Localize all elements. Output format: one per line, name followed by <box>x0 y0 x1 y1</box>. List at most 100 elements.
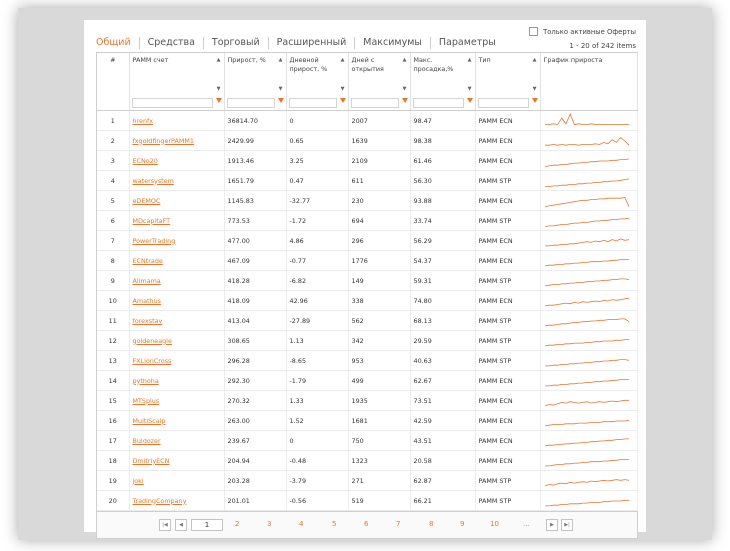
column-header-days-open[interactable]: Дней с открытия ▲ ▼ <box>348 53 411 96</box>
account-link[interactable]: watersystem <box>132 176 174 185</box>
chevron-down-icon[interactable]: ▼ <box>216 86 221 92</box>
growth-chart-cell[interactable] <box>540 150 638 171</box>
growth-chart-cell[interactable] <box>540 190 638 211</box>
column-header-growth[interactable]: Прирост, % ▲ ▼ <box>224 53 287 96</box>
page-link[interactable]: 9 <box>460 520 465 528</box>
growth-chart-cell[interactable] <box>540 390 638 411</box>
account-link[interactable]: ECNo20 <box>132 156 158 165</box>
column-header-number[interactable]: # <box>97 53 130 96</box>
row-number-cell-value: 6 <box>110 216 115 225</box>
filter-input[interactable] <box>226 98 275 108</box>
account-link[interactable]: PowerTrading <box>132 236 176 245</box>
sort-icon[interactable]: ▲ <box>216 57 221 63</box>
first-page-icon[interactable]: |◀ <box>159 519 171 531</box>
column-header-max-drawdown[interactable]: Макс. просадка,% ▲ ▼ <box>410 53 476 96</box>
account-link[interactable]: FXLionCross <box>132 356 172 365</box>
only-active-checkbox[interactable] <box>529 27 539 36</box>
account-link[interactable]: DmitriyECN <box>132 456 170 465</box>
growth-chart-cell[interactable] <box>540 470 638 491</box>
chevron-down-icon[interactable]: ▼ <box>467 86 472 92</box>
page-link[interactable]: 7 <box>396 520 401 528</box>
sparkline-series-line <box>544 438 629 446</box>
sort-icon[interactable]: ▲ <box>340 57 345 63</box>
tab-parameters[interactable]: Параметры <box>429 37 504 49</box>
filter-icon[interactable] <box>339 98 346 103</box>
account-link[interactable]: joki <box>132 476 144 485</box>
filter-icon[interactable] <box>215 98 222 103</box>
page-link[interactable]: 4 <box>299 520 304 528</box>
sparkline-series-line <box>544 278 629 286</box>
filter-input[interactable] <box>288 98 337 108</box>
tab-extended[interactable]: Расширенный <box>267 37 355 49</box>
growth-chart-cell[interactable] <box>540 110 638 131</box>
account-link[interactable]: pythoha <box>132 376 159 385</box>
sort-icon[interactable]: ▲ <box>532 57 537 63</box>
growth-chart-cell[interactable] <box>540 350 638 371</box>
account-link[interactable]: hrenfx <box>132 116 154 125</box>
growth-chart-cell[interactable] <box>540 130 638 151</box>
growth-chart-cell[interactable] <box>540 210 638 231</box>
growth-chart-cell[interactable] <box>540 310 638 331</box>
sort-icon[interactable]: ▲ <box>402 57 407 63</box>
pager-ellipsis[interactable]: ... <box>523 520 530 528</box>
account-link[interactable]: MultiScalp <box>132 416 166 425</box>
chevron-down-icon[interactable]: ▼ <box>278 86 283 92</box>
sparkline-series-line <box>544 358 629 366</box>
chevron-down-icon[interactable]: ▼ <box>402 86 407 92</box>
current-page-input[interactable]: 1 <box>191 519 223 531</box>
filter-icon[interactable] <box>466 98 473 103</box>
filter-icon[interactable] <box>401 98 408 103</box>
page-link[interactable]: 5 <box>332 520 337 528</box>
tab-maximums[interactable]: Максимумы <box>354 37 430 49</box>
sort-icon[interactable]: ▲ <box>278 57 283 63</box>
growth-chart-cell[interactable] <box>540 330 638 351</box>
account-link[interactable]: TradingCompany <box>132 496 187 505</box>
filter-icon[interactable] <box>277 98 284 103</box>
ratings-panel: Общий Средства Торговый Расширенный Макс… <box>84 20 646 539</box>
prev-page-icon[interactable]: ◀ <box>175 519 187 531</box>
account-link[interactable]: goldeneagle <box>132 336 172 345</box>
growth-chart-cell[interactable] <box>540 250 638 271</box>
tab-general[interactable]: Общий <box>96 37 131 48</box>
page-link[interactable]: 10 <box>490 520 499 528</box>
chevron-down-icon[interactable]: ▼ <box>340 86 345 92</box>
account-link[interactable]: Alimama <box>132 276 161 285</box>
column-header-account[interactable]: PAMM счет ▲ ▼ <box>129 53 225 96</box>
page-link[interactable]: 8 <box>429 520 434 528</box>
column-header-daily-growth[interactable]: Дневной прирост, % ▲ ▼ <box>286 53 349 96</box>
only-active-filter[interactable]: Только активные Оферты <box>529 27 636 36</box>
account-link[interactable]: ECNtrade <box>132 256 163 265</box>
account-link[interactable]: Buldozer <box>132 436 161 445</box>
chevron-down-icon[interactable]: ▼ <box>532 86 537 92</box>
growth-chart-cell[interactable] <box>540 370 638 391</box>
tab-trading[interactable]: Торговый <box>202 37 268 49</box>
growth-chart-cell[interactable] <box>540 230 638 251</box>
account-link[interactable]: eDEMOC <box>132 196 161 205</box>
column-header-type[interactable]: Тип ▲ ▼ <box>475 53 541 96</box>
growth-chart-cell[interactable] <box>540 270 638 291</box>
account-link[interactable]: forexstav <box>132 316 163 325</box>
account-link[interactable]: Amathus <box>132 296 161 305</box>
filter-input[interactable] <box>350 98 399 108</box>
filter-icon[interactable] <box>531 98 538 103</box>
tab-funds[interactable]: Средства <box>138 37 203 49</box>
filter-input[interactable] <box>477 98 529 108</box>
growth-chart-cell[interactable] <box>540 170 638 191</box>
growth-chart-cell[interactable] <box>540 410 638 431</box>
account-link[interactable]: MDcapitaFT <box>132 216 171 225</box>
growth-chart-cell[interactable] <box>540 490 638 511</box>
days-open-cell-value: 953 <box>351 356 364 365</box>
account-link[interactable]: fxgoldfingerPAMM1 <box>132 136 194 145</box>
filter-input[interactable] <box>412 98 464 108</box>
last-page-icon[interactable]: ▶| <box>561 519 573 531</box>
growth-chart-cell[interactable] <box>540 430 638 451</box>
page-link[interactable]: 3 <box>267 520 272 528</box>
page-link[interactable]: 6 <box>364 520 369 528</box>
next-page-icon[interactable]: ▶ <box>546 519 558 531</box>
sort-icon[interactable]: ▲ <box>467 57 472 63</box>
growth-chart-cell[interactable] <box>540 290 638 311</box>
page-link[interactable]: 2 <box>235 520 240 528</box>
account-link[interactable]: MTSplus <box>132 396 160 405</box>
filter-input[interactable] <box>131 98 213 108</box>
growth-chart-cell[interactable] <box>540 450 638 471</box>
